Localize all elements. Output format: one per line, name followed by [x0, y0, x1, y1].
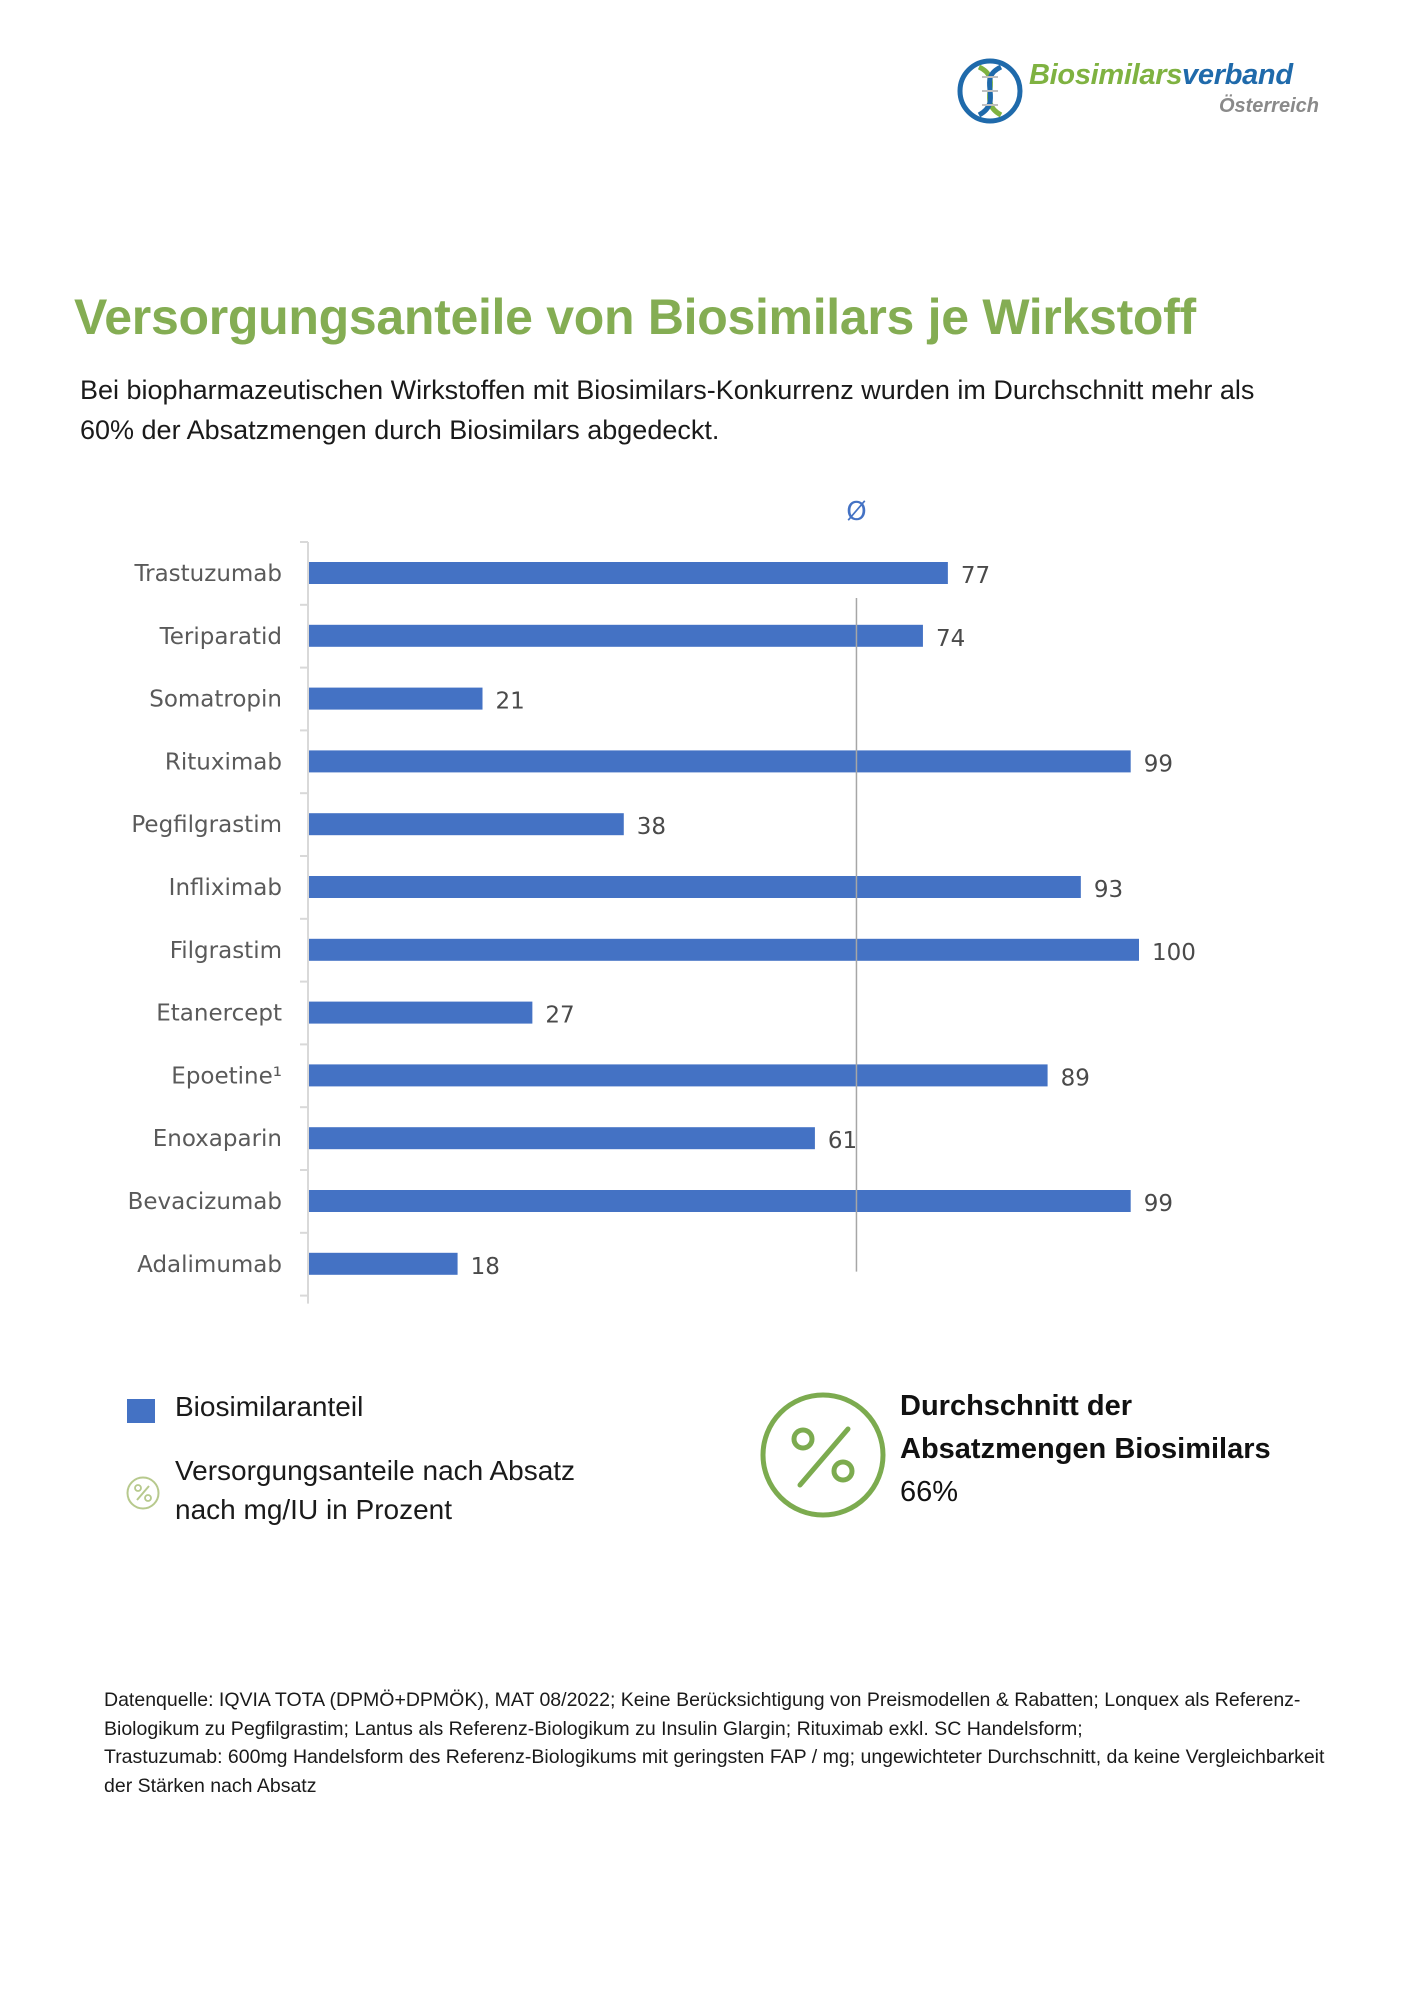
value-label: 27 — [545, 1003, 574, 1029]
value-label: 99 — [1144, 1191, 1173, 1217]
page-title: Versorgungsanteile von Biosimilars je Wi… — [74, 289, 1196, 345]
average-callout: Durchschnitt der Absatzmengen Biosimilar… — [758, 1385, 1318, 1525]
category-label: Epoetine¹ — [171, 1063, 282, 1089]
category-label: Etanercept — [156, 1001, 282, 1027]
bar-adalimumab — [309, 1252, 458, 1275]
dna-logo-icon — [957, 58, 1023, 124]
category-label: Infliximab — [169, 875, 282, 901]
legend-label: Versorgungsanteile nach Absatz nach mg/I… — [175, 1455, 576, 1525]
bar-bevacizumab — [309, 1190, 1131, 1212]
labels-layer: Trastuzumab 77 Teriparatid 74 Somatropin 21 Ri… — [128, 561, 1196, 1280]
footnote: Datenquelle: IQVIA TOTA (DPMÖ+DPMÖK), MA… — [104, 1686, 1334, 1800]
category-label: Bevacizumab — [128, 1189, 282, 1215]
bar-enoxaparin — [309, 1127, 815, 1150]
value-label: 93 — [1094, 877, 1123, 903]
value-label: 99 — [1144, 751, 1173, 777]
logo: Biosimilarsverband Österreich — [955, 55, 1335, 130]
percent-circle-icon — [760, 1392, 886, 1518]
bar-chart-svg: Ø Trastuzumab 77 Teriparatid 74 Somatropin 21… — [128, 497, 1196, 1304]
logo-wordmark-green: Biosimilars — [1029, 59, 1183, 91]
bar-somatropin — [309, 687, 483, 710]
bar-filgrastim — [309, 938, 1139, 961]
footnote-line: Datenquelle: IQVIA TOTA (DPMÖ+DPMÖK), MA… — [104, 1689, 1301, 1740]
average-layer: Ø — [846, 497, 867, 1272]
bar-chart: Ø Trastuzumab 77 Teriparatid 74 Somatropin 21… — [0, 490, 1414, 1335]
legend-label: Biosimilaranteil — [175, 1391, 364, 1422]
bar-rituximab — [309, 750, 1131, 773]
category-label: Trastuzumab — [133, 561, 282, 587]
value-label: 21 — [496, 689, 525, 715]
value-label: 18 — [471, 1254, 500, 1280]
bar-teriparatid — [309, 624, 923, 647]
category-label: Pegfilgrastim — [131, 812, 282, 838]
bar-pegfilgrastim — [309, 813, 624, 836]
legend-swatch-blue — [127, 1399, 155, 1423]
logo-wordmark-blue: verband — [1182, 59, 1293, 91]
category-label: Rituximab — [165, 749, 282, 775]
value-label: 77 — [961, 563, 990, 589]
axis-layer — [300, 541, 309, 1304]
bars-layer — [309, 562, 1139, 1275]
bar-trastuzumab — [309, 562, 948, 584]
category-label: Somatropin — [149, 687, 282, 713]
logo-subtitle: Österreich — [1218, 95, 1319, 117]
average-title: Durchschnitt der Absatzmengen Biosimilar… — [900, 1390, 1271, 1465]
category-label: Enoxaparin — [153, 1126, 282, 1152]
bar-epoetine — [309, 1064, 1048, 1087]
percent-circle-icon — [126, 1476, 160, 1510]
value-label: 38 — [637, 814, 666, 840]
value-label: 89 — [1061, 1065, 1090, 1091]
category-label: Filgrastim — [170, 938, 282, 964]
category-label: Adalimumab — [137, 1252, 282, 1278]
page-subtitle: Bei biopharmazeutischen Wirkstoffen mit … — [80, 375, 1255, 445]
category-label: Teriparatid — [159, 624, 282, 650]
average-value: 66% — [900, 1476, 959, 1508]
footnote-line: Trastuzumab: 600mg Handelsform des Refer… — [104, 1746, 1325, 1797]
value-label: 61 — [828, 1128, 857, 1154]
bar-etanercept — [309, 1001, 533, 1024]
value-label: 74 — [936, 626, 965, 652]
logo-wordmark: Biosimilarsverband — [1029, 59, 1293, 92]
bar-infliximab — [309, 876, 1081, 898]
average-symbol: Ø — [846, 497, 866, 527]
value-label: 100 — [1152, 940, 1196, 966]
